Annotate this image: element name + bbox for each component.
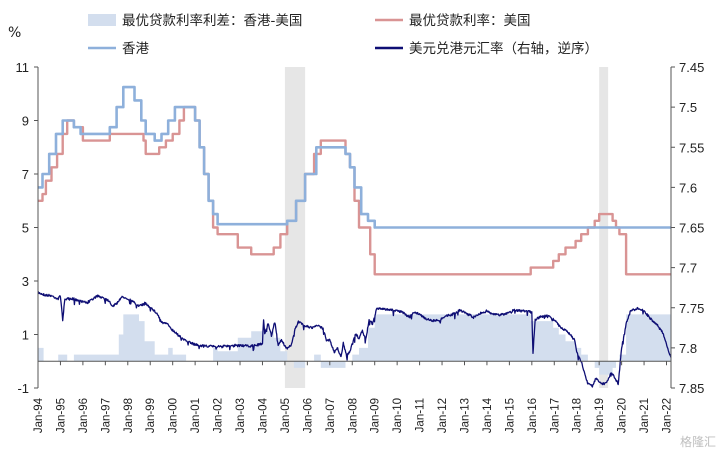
legend-label: 美元兑港元汇率（右轴，逆序） <box>409 40 598 57</box>
left-axis-unit: % <box>8 25 21 41</box>
x-tick-label: Jan-07 <box>325 398 337 433</box>
x-tick-label: Jan-16 <box>527 398 539 433</box>
x-tick-label: Jan-03 <box>235 398 247 433</box>
right-tick-label: 7.55 <box>679 140 704 155</box>
us-prime-rate-line <box>38 105 671 276</box>
axes: -1 1 3 5 7 9 11 7.45 7.5 7.55 7.6 7.65 7.7 7.75 7.8 7.8… <box>16 60 705 433</box>
x-tick-label: Jan-06 <box>302 398 314 433</box>
x-tick-label: Jan-20 <box>617 398 629 433</box>
x-tick-label: Jan-12 <box>437 398 449 433</box>
x-tick-label: Jan-11 <box>415 398 427 432</box>
x-tick-label: Jan-10 <box>392 398 404 433</box>
right-tick-label: 7.8 <box>679 341 697 356</box>
spread-area-group <box>38 314 671 375</box>
x-tick-label: Jan-97 <box>100 398 112 433</box>
x-tick-label: Jan-02 <box>213 398 225 433</box>
x-tick-label: Jan-99 <box>145 398 157 433</box>
right-tick-label: 7.85 <box>679 381 704 396</box>
left-tick-label: 7 <box>22 167 29 182</box>
x-tick-label: Jan-18 <box>572 398 584 433</box>
x-tick-label: Jan-21 <box>639 398 651 433</box>
spread-area <box>38 314 671 375</box>
x-tick-label: Jan-05 <box>280 398 292 433</box>
shaded-period-1 <box>284 67 306 388</box>
left-tick-label: -1 <box>17 381 29 396</box>
x-tick-label: Jan-17 <box>549 398 561 433</box>
legend-swatch-spread <box>88 14 116 26</box>
usd-hkd-rate-line <box>37 291 672 388</box>
x-tick-label: Jan-04 <box>257 397 269 433</box>
x-tick-label: Jan-96 <box>78 398 90 433</box>
right-tick-label: 7.75 <box>679 301 704 316</box>
watermark: 格隆汇 <box>680 434 716 449</box>
right-tick-label: 7.45 <box>679 60 704 75</box>
hk-prime-rate-line <box>38 85 671 229</box>
x-tick-label: Jan-08 <box>347 398 359 433</box>
x-tick-label: Jan-15 <box>504 398 516 433</box>
left-tick-label: 5 <box>22 221 29 236</box>
series-lines <box>37 85 672 388</box>
legend-label: 香港 <box>122 41 149 57</box>
x-tick-label: Jan-14 <box>482 397 494 433</box>
left-tick-label: 11 <box>16 60 30 75</box>
x-tick-label: Jan-13 <box>459 398 471 433</box>
x-tick-label: Jan-09 <box>370 398 382 433</box>
right-tick-label: 7.5 <box>679 100 697 115</box>
legend-label: 最优贷款利率：美国 <box>409 12 531 29</box>
right-tick-label: 7.7 <box>679 261 697 276</box>
left-tick-label: 1 <box>22 328 29 343</box>
x-tick-label: Jan-95 <box>55 398 67 433</box>
x-tick-label: Jan-19 <box>594 398 606 433</box>
x-tick-label: Jan-01 <box>190 398 202 433</box>
x-tick-label: Jan-94 <box>33 397 45 433</box>
x-tick-label: Jan-98 <box>123 398 135 433</box>
left-tick-label: 9 <box>22 114 29 129</box>
x-tick-label: Jan-00 <box>168 398 180 433</box>
left-tick-label: 3 <box>22 274 29 289</box>
x-tick-label: Jan-22 <box>662 398 674 433</box>
right-tick-label: 7.65 <box>679 221 704 236</box>
legend-label: 最优贷款利率利差：香港-美国 <box>122 12 302 29</box>
right-tick-label: 7.6 <box>679 180 697 195</box>
